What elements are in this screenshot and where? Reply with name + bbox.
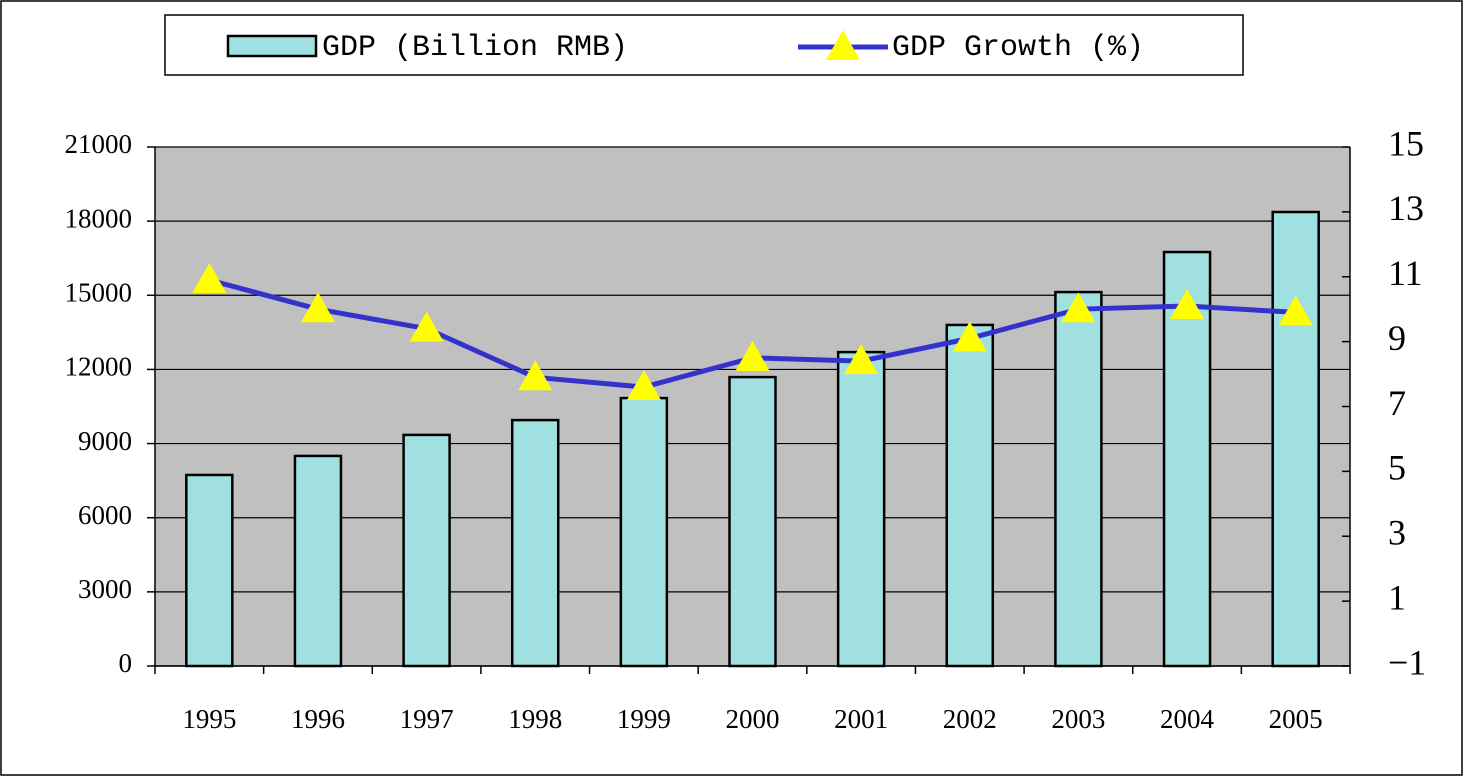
y-tick-label: 18000	[65, 203, 133, 233]
marker	[518, 360, 553, 391]
legend-label: GDP (Billion RMB)	[322, 31, 628, 65]
x-tick-label: 2000	[726, 704, 780, 734]
x-tick-label: 1996	[291, 704, 345, 734]
bar	[293, 454, 343, 668]
legend	[164, 14, 1244, 76]
y2-tick-label: 5	[1388, 448, 1406, 488]
x-tick-label: 2004	[1160, 704, 1215, 734]
x-tick-label: 2005	[1269, 704, 1323, 734]
y-tick-label: 12000	[65, 352, 133, 382]
x-tick-label: 1995	[182, 704, 236, 734]
marker	[1278, 295, 1313, 326]
marker	[1170, 288, 1205, 319]
x-tick-label: 2002	[943, 704, 997, 734]
y2-tick-label: 1	[1388, 577, 1406, 617]
x-tick-label: 1999	[617, 704, 671, 734]
y2-tick-label: 7	[1388, 383, 1406, 423]
bar	[1162, 250, 1212, 668]
x-tick-label: 1997	[400, 704, 454, 734]
bar	[836, 350, 886, 668]
y2-tick-label: 13	[1388, 188, 1424, 228]
y2-tick-label: 15	[1388, 123, 1424, 163]
legend-swatch	[226, 34, 318, 58]
legend-marker	[826, 30, 860, 60]
y2-tick-label: −1	[1388, 642, 1426, 682]
bar	[510, 418, 560, 668]
y-tick-label: 21000	[65, 129, 133, 159]
bar	[1054, 290, 1103, 668]
y2-tick-label: 11	[1388, 253, 1423, 293]
marker	[626, 370, 661, 401]
y-tick-label: 3000	[78, 574, 132, 604]
y-tick-label: 15000	[65, 277, 133, 307]
bar	[185, 473, 234, 668]
marker	[192, 262, 227, 293]
marker	[409, 311, 444, 342]
x-tick-label: 2003	[1051, 704, 1105, 734]
bar	[619, 396, 669, 668]
marker	[300, 292, 335, 323]
bar	[945, 323, 995, 668]
y-tick-label: 6000	[78, 500, 132, 530]
x-tick-label: 2001	[834, 704, 888, 734]
marker	[844, 344, 879, 375]
legend-label: GDP Growth (%)	[892, 31, 1144, 65]
marker	[952, 321, 987, 352]
y2-tick-label: 9	[1388, 318, 1406, 358]
y2-tick-label: 3	[1388, 513, 1406, 553]
y-tick-label: 9000	[78, 426, 132, 456]
marker	[735, 340, 770, 371]
x-tick-label: 1998	[508, 704, 562, 734]
bar	[1271, 210, 1320, 668]
bar	[402, 433, 451, 668]
bar	[728, 375, 777, 668]
marker	[1061, 292, 1096, 323]
y-tick-label: 0	[119, 648, 133, 678]
